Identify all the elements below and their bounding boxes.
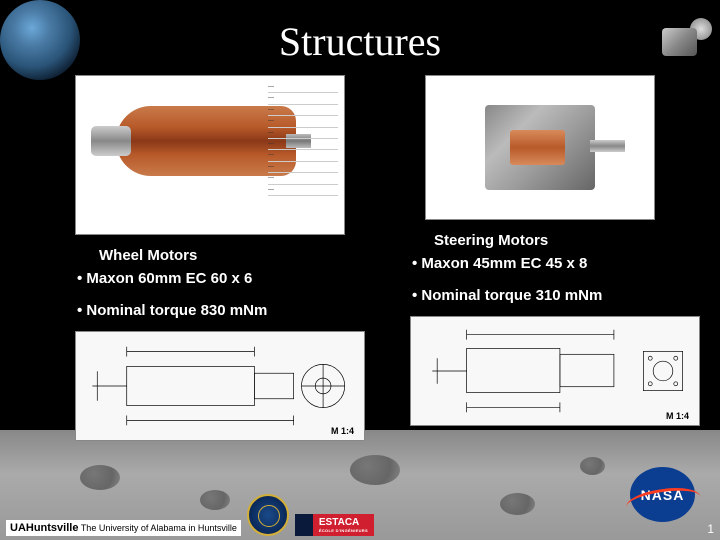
steering-heading: Steering Motors <box>410 230 720 253</box>
logo-bar: UAHuntsville The University of Alabama i… <box>6 494 374 536</box>
ua-huntsville-logo: UAHuntsville The University of Alabama i… <box>6 520 241 536</box>
estaca-logo: ESTACA ÉCOLE D'INGÉNIEURS <box>313 514 374 536</box>
right-column: Steering Motors • Maxon 45mm EC 45 x 8 •… <box>410 75 720 426</box>
wheel-motor-image: ————— ————— <box>75 75 345 235</box>
steering-motor-image <box>425 75 655 220</box>
page-number: 1 <box>707 522 714 536</box>
left-column: ————— ————— Wheel Motors • Maxon 60mm EC… <box>75 75 385 441</box>
steering-diagram-scale: M 1:4 <box>666 411 689 421</box>
wheel-diagram-scale: M 1:4 <box>331 426 354 436</box>
wheel-motor-diagram: M 1:4 <box>75 331 365 441</box>
nasa-logo: NASA <box>630 467 695 522</box>
slide-title: Structures <box>0 18 720 65</box>
wheel-spec-1: • Maxon 60mm EC 60 x 6 <box>75 268 385 291</box>
steering-spec-1: • Maxon 45mm EC 45 x 8 <box>410 253 720 276</box>
wheel-heading: Wheel Motors <box>75 245 385 268</box>
steering-motor-diagram: M 1:4 <box>410 316 700 426</box>
steering-motor-specs: Steering Motors • Maxon 45mm EC 45 x 8 •… <box>410 230 720 308</box>
wheel-spec-2: • Nominal torque 830 mNm <box>75 300 385 323</box>
steering-spec-2: • Nominal torque 310 mNm <box>410 285 720 308</box>
university-seal-logo <box>247 494 289 536</box>
wheel-motor-specs: Wheel Motors • Maxon 60mm EC 60 x 6 • No… <box>75 245 385 323</box>
